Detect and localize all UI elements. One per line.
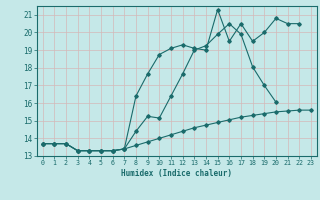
X-axis label: Humidex (Indice chaleur): Humidex (Indice chaleur) — [121, 169, 232, 178]
